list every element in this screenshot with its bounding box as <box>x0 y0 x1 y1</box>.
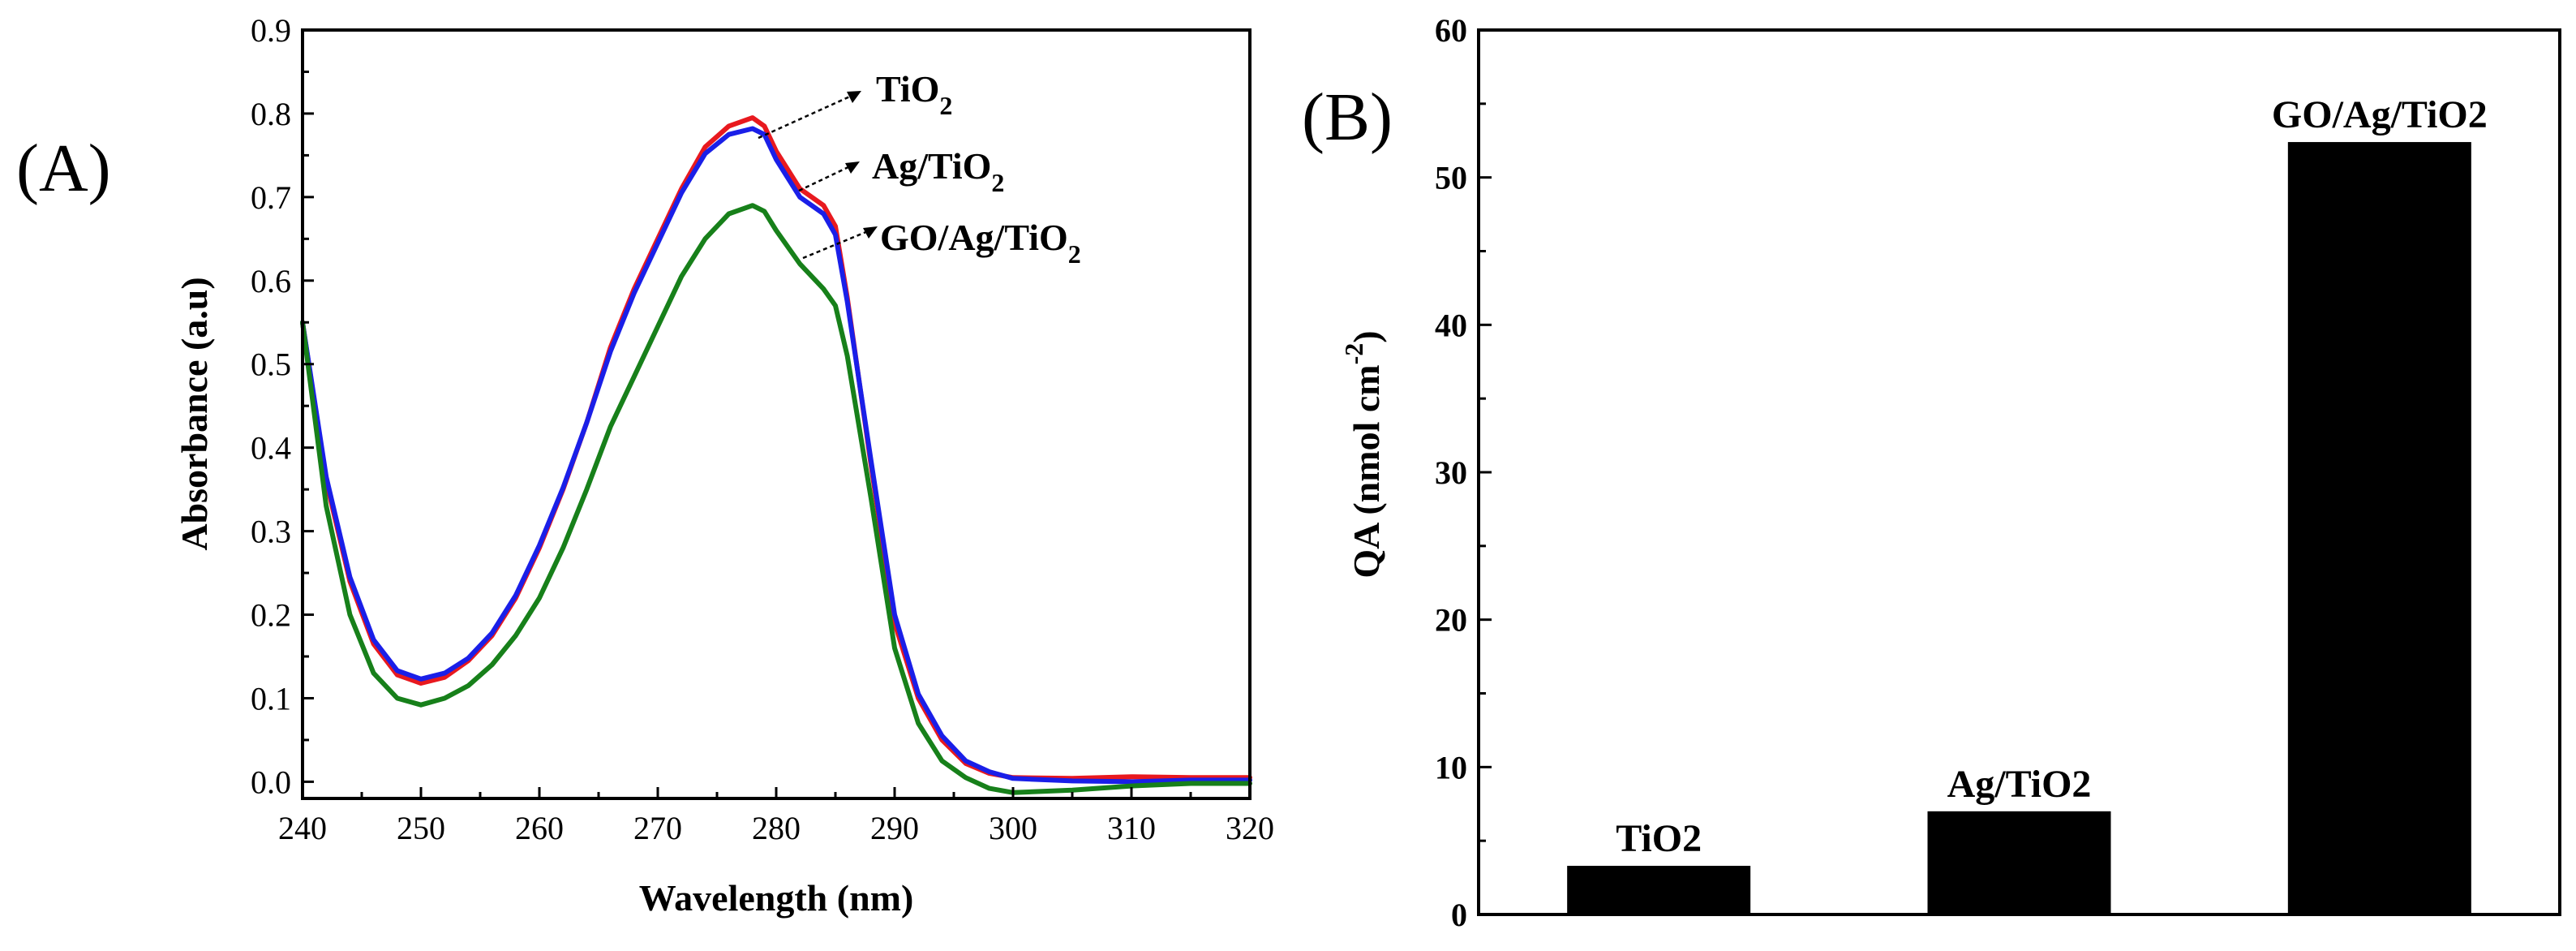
annotation-tio2-arrow <box>758 94 852 140</box>
annotation-tio2: TiO2 <box>758 68 952 140</box>
panel-a-x-axis-title: Wavelength (nm) <box>639 877 914 919</box>
bar-label-go-ag-tio2: GO/Ag/TiO2 <box>2272 93 2488 136</box>
b-y-tick-label-60: 60 <box>1435 12 1467 49</box>
panel-a-y-axis-title: Absorbance (a.u) <box>174 277 215 550</box>
b-y-tick-label-50: 50 <box>1435 160 1467 196</box>
annotation-tio2-main: TiO <box>876 68 939 110</box>
annotation-ag-tio2-label: Ag/TiO2 <box>872 145 1004 197</box>
annotation-ag-tio2-sub: 2 <box>991 168 1004 197</box>
bar-ag-tio2 <box>1927 811 2111 914</box>
y-tick-label-0.1: 0.1 <box>251 680 291 716</box>
panel-b-label: (B) <box>1302 80 1393 155</box>
x-tick-label-240: 240 <box>278 810 327 846</box>
y-tick-label-0.0: 0.0 <box>251 764 291 800</box>
y-tick-label-0.7: 0.7 <box>251 179 291 216</box>
b-y-tick-label-10: 10 <box>1435 749 1467 785</box>
panel-b-y-axis-title-main: QA (nmol cm <box>1346 364 1387 578</box>
y-tick-label-0.5: 0.5 <box>251 346 291 383</box>
b-y-tick-label-40: 40 <box>1435 307 1467 343</box>
annotation-go-ag-tio2-arrowhead <box>863 226 878 239</box>
x-tick-label-320: 320 <box>1226 810 1274 846</box>
y-tick-label-0.9: 0.9 <box>251 12 291 49</box>
y-tick-label-0.2: 0.2 <box>251 597 291 634</box>
x-tick-label-310: 310 <box>1107 810 1156 846</box>
x-tick-label-270: 270 <box>633 810 682 846</box>
annotation-tio2-arrowhead <box>847 91 861 103</box>
bar-label-ag-tio2: Ag/TiO2 <box>1947 763 2092 806</box>
x-tick-label-260: 260 <box>515 810 564 846</box>
b-y-tick-label-0: 0 <box>1451 897 1467 933</box>
annotation-tio2-label: TiO2 <box>876 68 952 120</box>
annotation-ag-tio2: Ag/TiO2 <box>798 145 1004 197</box>
annotation-go-ag-tio2-sub: 2 <box>1068 239 1081 269</box>
annotation-go-ag-tio2-label: GO/Ag/TiO2 <box>880 217 1081 269</box>
b-y-tick-label-30: 30 <box>1435 454 1467 491</box>
series-line-go-ag-tio2 <box>300 203 1252 795</box>
annotation-go-ag-tio2-main: GO/Ag/TiO <box>880 217 1068 258</box>
y-tick-label-0.8: 0.8 <box>251 96 291 132</box>
series-line-ag-tio2 <box>300 126 1252 785</box>
y-tick-label-0.3: 0.3 <box>251 514 291 550</box>
annotation-go-ag-tio2-arrow <box>802 230 869 260</box>
panel-b-y-axis-title: QA (nmol cm-2) <box>1339 330 1387 578</box>
annotation-ag-tio2-arrow <box>798 165 851 192</box>
x-tick-label-280: 280 <box>752 810 801 846</box>
panel-b-y-axis-title-close: ) <box>1346 330 1387 342</box>
annotation-ag-tio2-arrowhead <box>845 161 860 174</box>
annotation-go-ag-tio2: GO/Ag/TiO2 <box>802 217 1081 269</box>
b-y-tick-label-20: 20 <box>1435 602 1467 639</box>
x-tick-label-250: 250 <box>397 810 445 846</box>
annotation-ag-tio2-main: Ag/TiO <box>872 145 991 187</box>
bar-tio2 <box>1567 866 1751 914</box>
panel-a-line-chart: (A) 240 250 260 270 280 290 300 310 320 0.0 0.1 0.2… <box>16 12 1274 919</box>
panel-b-y-axis-title-sup: -2 <box>1339 343 1368 365</box>
x-tick-label-290: 290 <box>870 810 919 846</box>
panel-a-plot-frame <box>301 28 1252 800</box>
y-tick-label-0.4: 0.4 <box>251 430 291 467</box>
bar-label-tio2: TiO2 <box>1616 817 1702 860</box>
x-tick-label-300: 300 <box>989 810 1037 846</box>
series-line-tio2 <box>300 115 1252 781</box>
panel-a-label: (A) <box>16 131 111 206</box>
bar-go-ag-tio2 <box>2287 142 2471 915</box>
annotation-tio2-sub: 2 <box>939 91 952 120</box>
y-tick-label-0.6: 0.6 <box>251 263 291 299</box>
